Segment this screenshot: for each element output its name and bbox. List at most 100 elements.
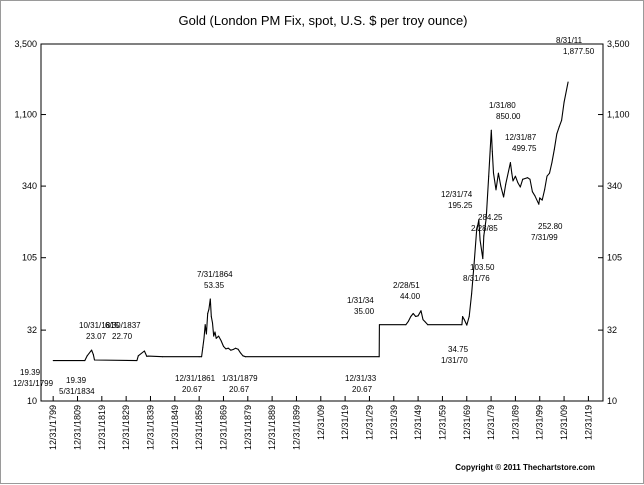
data-point	[531, 191, 533, 193]
data-point	[556, 133, 558, 135]
annotation-date: 12/31/1861	[175, 374, 216, 383]
x-axis: 12/31/1799 12/31/1809 12/31/1819 12/31/1829…	[48, 396, 593, 450]
x-tick-label: 12/31/09	[559, 405, 569, 440]
data-point	[534, 195, 536, 197]
data-point	[553, 149, 555, 150]
data-point	[463, 319, 465, 321]
data-point	[483, 235, 485, 237]
data-point	[488, 175, 490, 177]
data-point	[551, 162, 553, 164]
data-point	[482, 258, 484, 260]
data-point	[201, 356, 203, 358]
data-point	[509, 162, 511, 164]
annotation-date: 8/31/76	[463, 274, 490, 283]
annotation-date: 8/31/11	[556, 36, 583, 45]
x-tick-label: 12/31/49	[413, 405, 423, 440]
data-point	[527, 177, 529, 179]
data-point	[500, 185, 502, 187]
data-point	[242, 355, 244, 357]
data-point	[146, 355, 148, 357]
annotation-value: 23.07	[86, 332, 107, 341]
data-point	[461, 324, 463, 326]
data-point	[147, 355, 149, 357]
y-tick-label-left: 32	[27, 325, 37, 335]
annotation-date: 10/31/1815	[79, 321, 120, 330]
data-point	[417, 315, 419, 317]
annotation-value: 20.67	[352, 385, 373, 394]
x-tick-label: 12/31/59	[437, 405, 447, 440]
annotation-date: 1/31/80	[489, 101, 516, 110]
data-point	[497, 172, 499, 174]
data-point	[86, 355, 88, 357]
data-point	[203, 337, 205, 339]
annotation-value: 44.00	[400, 292, 421, 301]
data-point	[511, 172, 513, 174]
y-axis: 10 10 32 32 105 105 340 340 1,100 1,100 3,500 3,500	[14, 39, 629, 406]
data-point	[227, 347, 229, 349]
data-point	[210, 316, 212, 317]
annotation-date: 7/31/99	[531, 233, 558, 242]
data-point	[378, 356, 380, 358]
data-point	[558, 126, 560, 128]
data-point	[427, 324, 429, 326]
data-point	[471, 293, 473, 295]
annotation-value: 35.00	[354, 307, 375, 316]
data-point	[563, 101, 565, 103]
annotation-date: 12/31/87	[505, 133, 537, 142]
data-point	[240, 352, 241, 354]
annotation-value: 850.00	[496, 112, 521, 121]
annotation-value: 19.39	[20, 368, 41, 377]
data-point	[220, 340, 222, 341]
data-point	[405, 324, 407, 326]
y-tick-label-left: 3,500	[14, 39, 37, 49]
plot-area	[40, 43, 604, 402]
x-tick-label: 12/31/89	[510, 405, 520, 440]
annotation-date: 2/28/51	[393, 281, 420, 290]
data-point	[468, 316, 470, 317]
annotation-date: 2/28/85	[471, 224, 498, 233]
data-point	[244, 356, 246, 358]
data-point	[92, 353, 94, 355]
data-point	[378, 324, 380, 326]
x-tick-label: 12/31/1819	[97, 405, 107, 450]
data-point	[235, 347, 237, 349]
data-point	[207, 313, 209, 314]
annotation-date: 5/31/1834	[59, 387, 95, 396]
data-point	[561, 119, 563, 121]
data-point	[424, 321, 426, 323]
x-tick-label: 12/31/1859	[194, 405, 204, 450]
y-tick-label-left: 340	[22, 181, 37, 191]
data-point	[524, 178, 526, 179]
data-point	[91, 349, 93, 351]
x-tick-label: 12/31/1829	[121, 405, 131, 450]
data-point	[415, 316, 417, 317]
data-point	[539, 197, 541, 199]
data-point	[412, 313, 414, 314]
annotation-value: 103.50	[470, 263, 495, 272]
y-tick-label-right: 105	[607, 253, 622, 263]
data-point	[204, 324, 206, 326]
data-point	[541, 199, 543, 201]
annotation-value: 195.25	[448, 201, 473, 210]
x-tick-label: 12/31/1869	[218, 405, 228, 450]
annotation-date: 12/31/74	[441, 190, 473, 199]
data-point	[225, 348, 227, 350]
annotation-value: 53.35	[204, 281, 225, 290]
data-point	[410, 316, 412, 317]
data-point	[143, 350, 145, 352]
data-point	[479, 239, 481, 241]
annotation-value: 34.75	[448, 345, 469, 354]
data-point	[473, 263, 475, 265]
x-tick-label: 12/31/19	[340, 405, 350, 440]
data-point	[549, 172, 550, 174]
data-point	[214, 331, 216, 333]
data-point	[476, 231, 477, 233]
chart-title: Gold (London PM Fix, spot, U.S. $ per tr…	[178, 13, 467, 28]
annotation-date: 1/31/34	[347, 296, 374, 305]
annotation-date: 1/31/1879	[222, 374, 258, 383]
data-point	[52, 360, 54, 362]
x-tick-label: 12/31/1879	[243, 405, 253, 450]
data-point	[162, 356, 164, 358]
